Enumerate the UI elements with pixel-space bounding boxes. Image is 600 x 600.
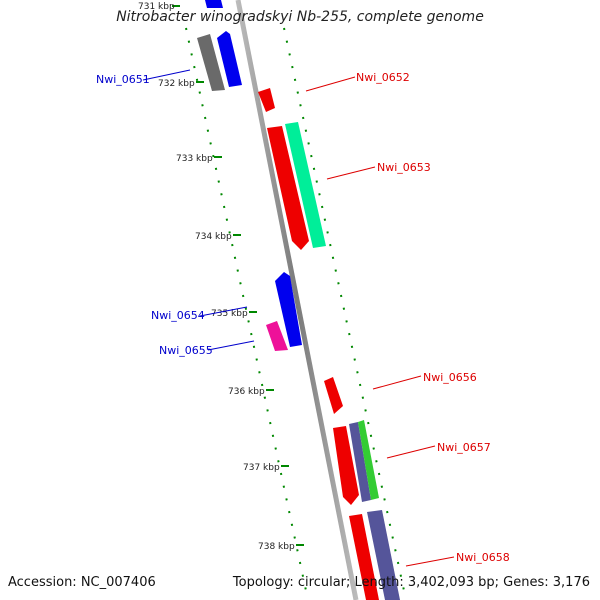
gene-feature-nwi_0655[interactable] <box>266 321 288 351</box>
tick-label: 735 kbp <box>211 309 248 319</box>
gene-label-nwi_0655[interactable]: Nwi_0655 <box>159 344 213 357</box>
gene-label-nwi_0656[interactable]: Nwi_0656 <box>423 371 477 384</box>
leader-lines <box>142 69 455 567</box>
gene-label-nwi_0658[interactable]: Nwi_0658 <box>456 551 510 564</box>
gene-feature-nwi_0653-red[interactable] <box>267 126 309 250</box>
gene-feature-nwi_0657[interactable] <box>358 420 379 500</box>
map-title: Nitrobacter winogradskyi Nb-255, complet… <box>116 9 484 25</box>
tick-label: 737 kbp <box>243 463 280 473</box>
tick-label: 738 kbp <box>258 542 295 552</box>
gene-feature-nwi_0653[interactable] <box>285 122 326 248</box>
gene-label-nwi_0651[interactable]: Nwi_0651 <box>96 73 150 86</box>
gene-feature-nwi_0652[interactable] <box>258 88 275 112</box>
gene-feature-arrow[interactable] <box>205 0 223 8</box>
topology-text: Topology: circular; Length: 3,402,093 bp… <box>232 575 590 590</box>
gene-label-nwi_0653[interactable]: Nwi_0653 <box>377 161 431 174</box>
accession-text: Accession: NC_007406 <box>8 575 156 590</box>
gene-feature-nwi_0651[interactable] <box>217 31 242 87</box>
genome-backbone <box>235 0 359 600</box>
gene-feature-nwi_0654[interactable] <box>275 272 302 347</box>
tick-label: 733 kbp <box>176 154 213 164</box>
gene-feature-nwi_0658[interactable] <box>367 510 400 600</box>
gene-feature-nwi_0658-red[interactable] <box>349 514 379 600</box>
tick-label: 734 kbp <box>195 232 232 242</box>
gene-feature-gray[interactable] <box>197 34 225 91</box>
tick-group: 731 kbp 732 kbp 733 kbp 734 kbp 735 kbp … <box>138 2 304 552</box>
tick-label: 736 kbp <box>228 387 265 397</box>
gene-features <box>197 0 400 600</box>
gene-label-nwi_0657[interactable]: Nwi_0657 <box>437 441 491 454</box>
gene-label-nwi_0652[interactable]: Nwi_0652 <box>356 71 410 84</box>
gene-feature-nwi_0656[interactable] <box>324 377 343 414</box>
tick-label: 732 kbp <box>158 79 195 89</box>
tick-label: 731 kbp <box>138 2 175 12</box>
gene-labels: Nwi_0651 Nwi_0652 Nwi_0653 Nwi_0654 Nwi_… <box>96 71 510 564</box>
gene-label-nwi_0654[interactable]: Nwi_0654 <box>151 309 205 322</box>
gene-feature-nwi_0657-slate[interactable] <box>349 422 371 502</box>
gene-feature-nwi_0657-red[interactable] <box>333 426 359 505</box>
